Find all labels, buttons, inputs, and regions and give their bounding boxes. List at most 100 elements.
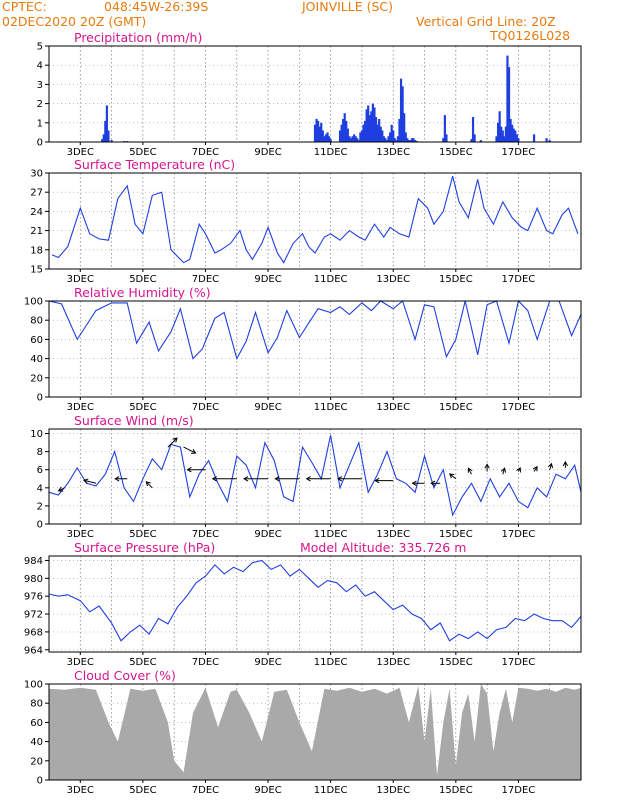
cloud-area xyxy=(49,684,581,780)
temp-xtick-label: 15DEC xyxy=(439,274,473,285)
precip-bar xyxy=(370,111,373,142)
cloud-title: Cloud Cover (%) xyxy=(74,668,176,683)
rh-xtick-label: 3DEC xyxy=(67,402,94,413)
precip-bar xyxy=(327,136,331,142)
precip-bar xyxy=(362,124,365,142)
wind-xtick-label: 13DEC xyxy=(376,529,410,540)
rh-xtick-label: 15DEC xyxy=(439,402,473,413)
wind-vector-shaft xyxy=(468,468,472,475)
press-frame xyxy=(48,555,582,653)
wind-vector-head xyxy=(374,477,380,484)
press-annotation: Model Altitude: 335.726 m xyxy=(300,540,466,555)
cloud-frame xyxy=(48,683,582,781)
wind-vector-head xyxy=(211,476,217,482)
wind-vector-head xyxy=(449,473,455,479)
precip-bar xyxy=(348,136,351,142)
cloud-xtick-label: 17DEC xyxy=(502,785,536,796)
press-xtick-label: 7DEC xyxy=(192,657,219,668)
precip-bar xyxy=(401,86,404,142)
wind-vector-head xyxy=(547,462,554,469)
precip-bar xyxy=(512,128,515,142)
wind-vector-head xyxy=(243,476,249,482)
press-ytick-label: 984 xyxy=(24,556,43,567)
precip-bar xyxy=(496,122,500,142)
wind-xtick-label: 11DEC xyxy=(314,529,348,540)
precip-bar xyxy=(501,130,504,142)
precip-bar xyxy=(506,55,509,142)
precip-bar xyxy=(313,124,317,142)
precip-bar xyxy=(105,105,108,142)
precip-bar xyxy=(379,126,382,142)
wind-xtick-label: 17DEC xyxy=(502,529,536,540)
precip-bar xyxy=(324,134,328,142)
wind-vector-shaft xyxy=(83,479,97,484)
precip-ytick-label: 0 xyxy=(37,138,43,149)
precip-bar xyxy=(374,117,378,142)
wind-vector-head xyxy=(145,481,151,487)
precip-bar xyxy=(404,132,407,142)
rh-ytick-label: 100 xyxy=(24,297,43,308)
cloud-xtick-label: 9DEC xyxy=(254,785,281,796)
wind-vector-head xyxy=(516,467,521,473)
precip-bar xyxy=(392,130,395,142)
precip-ytick-label: 1 xyxy=(37,118,43,129)
wind-vector-shaft xyxy=(167,437,178,448)
wind-vector-head xyxy=(484,463,490,469)
cloud-xtick-label: 7DEC xyxy=(192,785,219,796)
press-title: Surface Pressure (hPa) xyxy=(74,540,215,555)
wind-vector-head xyxy=(336,476,343,482)
precip-bar xyxy=(403,113,406,142)
wind-panel: Surface Wind (m/s) 0 2 4 6 8 10 3DEC 5DEC 7DEC 9DE… xyxy=(30,413,582,540)
wind-vector-shaft xyxy=(183,446,196,454)
wind-ytick-label: 2 xyxy=(37,501,43,512)
cloud-xtick-label: 5DEC xyxy=(129,785,156,796)
precip-bar xyxy=(545,138,548,142)
temp-ytick-label: 15 xyxy=(30,265,43,276)
temp-ytick-label: 18 xyxy=(30,245,43,256)
temp-ytick-label: 24 xyxy=(30,207,43,218)
precip-bar xyxy=(356,138,359,142)
temp-xtick-label: 17DEC xyxy=(502,274,536,285)
precip-bar xyxy=(532,134,536,142)
rh-series-line xyxy=(48,299,582,361)
press-xtick-label: 17DEC xyxy=(502,657,536,668)
precip-panel: Precipitation (mm/h) 0 1 2 3 4 5 3DEC 5DEC 7DEC 9D… xyxy=(37,30,582,158)
precip-xtick-label: 7DEC xyxy=(192,147,219,158)
temp-frame xyxy=(48,172,582,270)
precip-bar xyxy=(353,134,356,142)
wind-frame xyxy=(48,428,582,525)
temp-series-line xyxy=(51,176,579,264)
cloud-ytick-label: 100 xyxy=(24,680,43,691)
wind-vector-shaft xyxy=(549,463,552,470)
precip-bar xyxy=(318,126,321,142)
precip-bar xyxy=(349,138,353,142)
press-ytick-label: 968 xyxy=(24,627,43,638)
press-ytick-label: 972 xyxy=(24,610,43,621)
press-xtick-label: 15DEC xyxy=(439,657,473,668)
meteogram-panels: Precipitation (mm/h) 0 1 2 3 4 5 3DEC 5DEC 7DEC 9D… xyxy=(24,30,582,796)
wind-vector-head xyxy=(305,476,311,482)
wind-vector-shaft xyxy=(502,468,506,475)
precip-bar xyxy=(367,105,370,142)
precip-bar xyxy=(500,126,503,142)
precip-bar xyxy=(373,107,376,142)
precip-bar xyxy=(326,132,329,142)
precip-xtick-label: 5DEC xyxy=(129,147,156,158)
precip-bar xyxy=(443,115,446,142)
temp-xtick-label: 3DEC xyxy=(67,274,94,285)
header-model: TQ0126L028 xyxy=(489,28,570,43)
precip-bar xyxy=(410,138,414,142)
precip-xtick-label: 3DEC xyxy=(67,147,94,158)
wind-vector-shaft xyxy=(58,487,65,492)
precip-bar xyxy=(498,111,501,142)
precip-bar xyxy=(503,136,506,142)
precip-bar xyxy=(548,140,551,142)
precip-bar xyxy=(340,124,343,142)
wind-title: Surface Wind (m/s) xyxy=(74,413,194,428)
wind-xtick-label: 15DEC xyxy=(439,529,473,540)
precip-bar xyxy=(365,109,368,142)
wind-vector-shaft xyxy=(449,473,457,480)
wind-xtick-label: 7DEC xyxy=(192,529,219,540)
precip-bar xyxy=(368,115,371,142)
